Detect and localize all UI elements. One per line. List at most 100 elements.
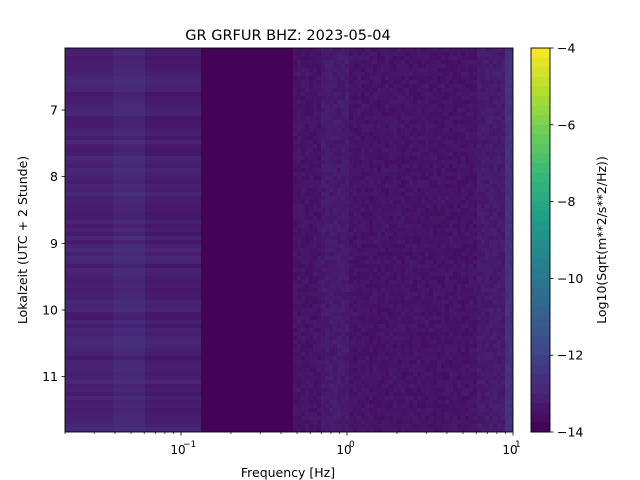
heatmap-cell xyxy=(85,428,90,432)
heatmap-cell xyxy=(253,248,258,253)
heatmap-cell xyxy=(89,56,94,61)
heatmap-cell xyxy=(105,124,110,129)
heatmap-cell xyxy=(145,328,150,333)
heatmap-cell xyxy=(265,68,270,73)
heatmap-cell xyxy=(257,116,262,121)
heatmap-cell xyxy=(81,304,86,309)
heatmap-cell xyxy=(145,312,150,317)
heatmap-cell xyxy=(97,56,102,61)
heatmap-cell xyxy=(233,56,238,61)
heatmap-cell xyxy=(209,320,214,325)
heatmap-cell xyxy=(161,52,166,57)
heatmap-cell xyxy=(85,48,90,53)
heatmap-cell xyxy=(69,324,74,329)
heatmap-cell xyxy=(201,160,206,165)
heatmap-cell xyxy=(141,220,146,225)
heatmap-cell xyxy=(105,344,110,349)
heatmap-cell xyxy=(209,48,214,53)
heatmap-cell xyxy=(225,300,230,305)
heatmap-cell xyxy=(145,140,150,145)
heatmap-cell xyxy=(137,188,142,193)
heatmap-cell xyxy=(261,300,266,305)
heatmap-cell xyxy=(113,220,118,225)
heatmap-cell xyxy=(257,276,262,281)
heatmap-cell xyxy=(113,148,118,153)
heatmap-cell xyxy=(121,344,126,349)
heatmap-cell xyxy=(185,64,190,69)
heatmap-cell xyxy=(117,380,122,385)
heatmap-cell xyxy=(213,340,218,345)
heatmap-cell xyxy=(65,324,70,329)
heatmap-cell xyxy=(193,160,198,165)
heatmap-cell xyxy=(81,212,86,217)
heatmap-cell xyxy=(81,252,86,257)
heatmap-cell xyxy=(193,368,198,373)
heatmap-cell xyxy=(241,232,246,237)
heatmap-cell xyxy=(157,404,162,409)
heatmap-cell xyxy=(89,180,94,185)
heatmap-cell xyxy=(161,344,166,349)
heatmap-cell xyxy=(173,148,178,153)
heatmap-cell xyxy=(117,148,122,153)
heatmap-cell xyxy=(141,324,146,329)
heatmap-cell xyxy=(197,156,202,161)
heatmap-cell xyxy=(129,212,134,217)
heatmap-cell xyxy=(189,104,194,109)
heatmap-cell xyxy=(177,428,182,432)
heatmap-cell xyxy=(193,384,198,389)
heatmap-cell xyxy=(169,304,174,309)
heatmap-cell xyxy=(237,412,242,417)
heatmap-cell xyxy=(165,180,170,185)
heatmap-cell xyxy=(137,244,142,249)
heatmap-cell xyxy=(157,152,162,157)
heatmap-cell xyxy=(69,264,74,269)
heatmap-cell xyxy=(165,228,170,233)
heatmap-cell xyxy=(189,228,194,233)
heatmap-cell xyxy=(93,228,98,233)
heatmap-cell xyxy=(141,120,146,125)
heatmap-cell xyxy=(185,300,190,305)
heatmap-cell xyxy=(237,120,242,125)
heatmap-cell xyxy=(253,224,258,229)
heatmap-cell xyxy=(197,216,202,221)
heatmap-cell xyxy=(229,168,234,173)
heatmap-cell xyxy=(125,416,130,421)
heatmap-cell xyxy=(165,416,170,421)
heatmap-cell xyxy=(245,192,250,197)
heatmap-cell xyxy=(205,292,210,297)
heatmap-cell xyxy=(129,312,134,317)
heatmap-cell xyxy=(85,172,90,177)
heatmap-cell xyxy=(269,52,274,57)
heatmap-cell xyxy=(145,156,150,161)
heatmap-cell xyxy=(69,112,74,117)
heatmap-cell xyxy=(129,388,134,393)
heatmap-cell xyxy=(241,148,246,153)
heatmap-cell xyxy=(229,76,234,81)
heatmap-cell xyxy=(113,428,118,432)
heatmap-cell xyxy=(209,60,214,65)
heatmap-cell xyxy=(173,280,178,285)
heatmap-cell xyxy=(81,388,86,393)
heatmap-cell xyxy=(169,116,174,121)
heatmap-cell xyxy=(69,120,74,125)
heatmap-cell xyxy=(201,344,206,349)
heatmap-cell xyxy=(105,356,110,361)
heatmap-cell xyxy=(261,244,266,249)
heatmap-cell xyxy=(257,256,262,261)
heatmap-cell xyxy=(193,376,198,381)
heatmap-cell xyxy=(269,412,274,417)
heatmap-cell xyxy=(177,148,182,153)
heatmap-cell xyxy=(137,64,142,69)
heatmap-cell xyxy=(89,188,94,193)
heatmap-cell xyxy=(165,412,170,417)
heatmap-cell xyxy=(169,208,174,213)
heatmap-cell xyxy=(229,228,234,233)
heatmap-cell xyxy=(173,116,178,121)
heatmap-cell xyxy=(97,400,102,405)
heatmap-cell xyxy=(101,168,106,173)
heatmap-cell xyxy=(185,416,190,421)
heatmap-cell xyxy=(237,132,242,137)
heatmap-cell xyxy=(189,304,194,309)
heatmap-cell xyxy=(93,164,98,169)
heatmap-cell xyxy=(129,308,134,313)
